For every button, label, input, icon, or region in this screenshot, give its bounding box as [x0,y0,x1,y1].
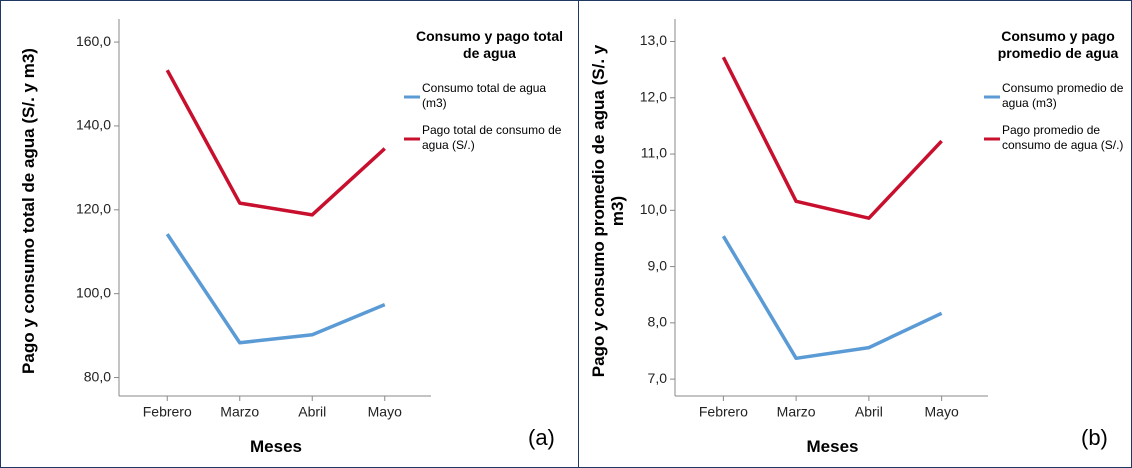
x-tick-label: Mayo [368,404,402,420]
y-axis-title: Pago y consumo promedio de agua (S/. y m… [589,44,627,378]
chart: 7,0 8,0 9,0 10,0 11,0 12,0 13,0 Febrero Marzo Abr… [640,19,1000,420]
x-tick-label: Febrero [699,404,748,420]
x-axis-title: Meses [806,437,859,456]
legend-title: Consumo y pago promedio de agua [997,28,1119,61]
data-line [721,235,943,361]
y-tick-label: 160,0 [76,33,111,49]
legend-label: Consumo promedio de agua (m3) [1002,81,1124,110]
y-tick-label: 13,0 [640,32,667,48]
y-tick-label: 11,0 [641,145,667,161]
legend-label: Pago total de consumo de agua (S/.) [422,123,562,152]
y-tick-label: 12,0 [640,88,667,104]
y-tick-label: 100,0 [76,284,111,300]
x-axis-title: Meses [250,437,302,456]
data-line [165,69,386,217]
y-tick-label: 9,0 [648,257,668,273]
chart-panel: 80,0 100,0 120,0 140,0 160,0 Febrero Marzo Abri… [1,1,578,467]
panel-divider [578,1,579,467]
y-tick-label: 140,0 [76,117,111,133]
y-tick-label: 120,0 [76,201,111,217]
x-tick-label: Febrero [143,404,192,420]
y-tick-label: 80,0 [84,368,111,384]
data-line [721,56,943,220]
x-tick-label: Marzo [220,404,259,420]
chart: 80,0 100,0 120,0 140,0 160,0 Febrero Marzo Abri… [76,19,431,420]
x-tick-label: Mayo [925,404,959,420]
panel-label: (a) [528,425,555,450]
x-tick-label: Abril [298,404,326,420]
y-axis-title: Pago y consumo total de agua (S/. y m3) [19,48,38,374]
data-line [165,233,386,345]
panel-label: (b) [1081,425,1108,450]
legend-label: Pago promedio de consumo de agua (S/.) [1002,123,1124,152]
y-tick-label: 7,0 [648,370,668,386]
legend-title: Consumo y pago total de agua [416,28,563,61]
x-tick-label: Marzo [777,404,816,420]
x-tick-label: Abril [855,404,883,420]
legend-label: Consumo total de agua (m3) [422,81,547,110]
y-tick-label: 8,0 [648,314,668,330]
chart-panel: 7,0 8,0 9,0 10,0 11,0 12,0 13,0 Febrero Marzo Abr… [579,1,1131,467]
y-tick-label: 10,0 [640,201,667,217]
